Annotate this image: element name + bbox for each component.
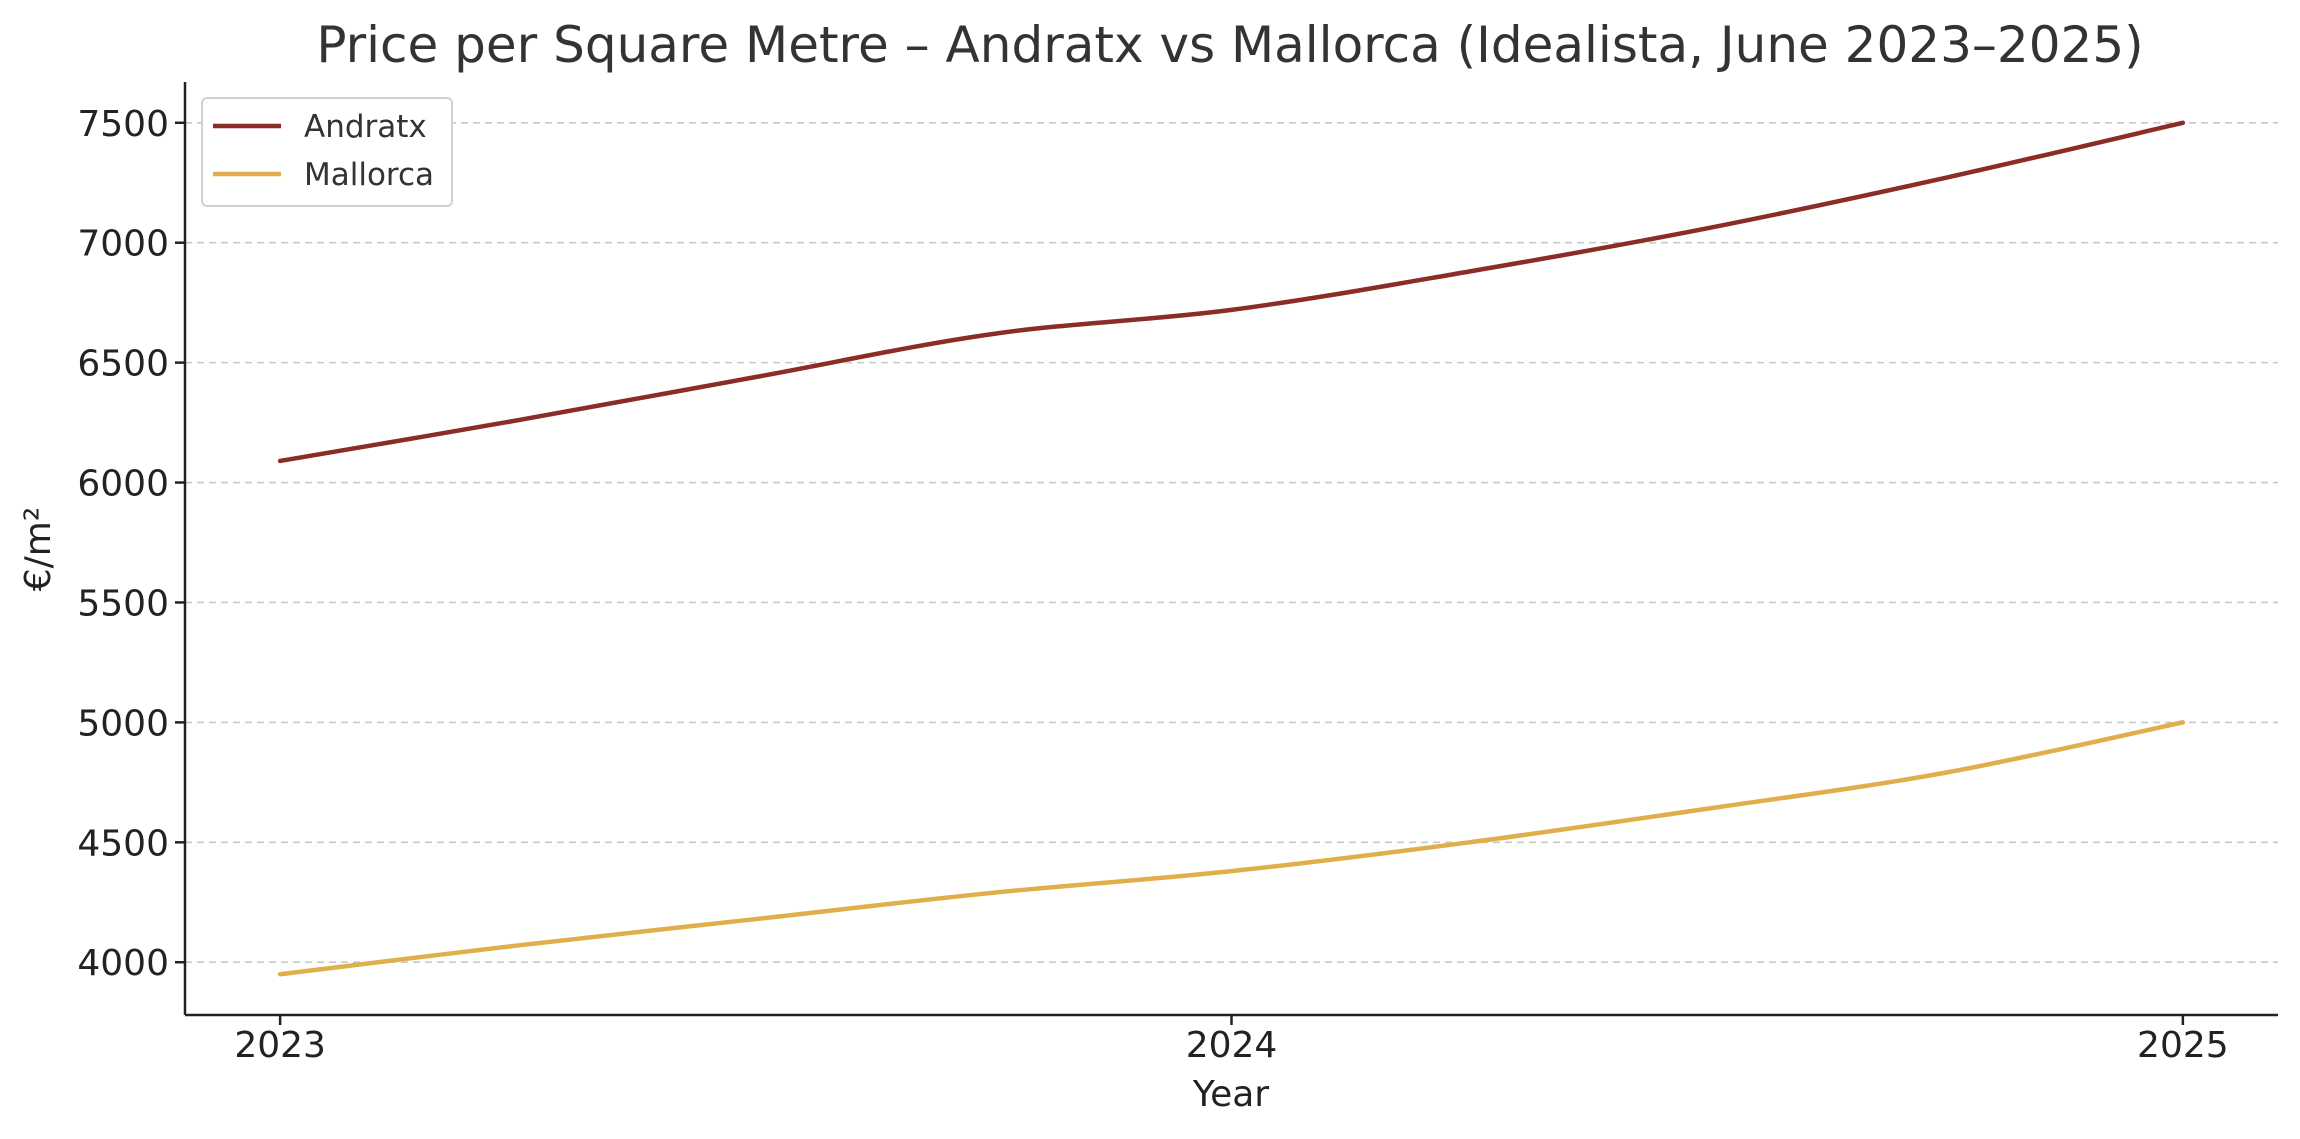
- y-tick-label-6000: 6000: [77, 464, 169, 505]
- x-tick-label-2024: 2024: [1186, 1025, 1278, 1066]
- y-tick-label-5000: 5000: [77, 703, 169, 744]
- y-axis-ticks: 4000 4500 5000 5500 6000 6500 7000 7500: [77, 104, 185, 984]
- series-line-mallorca: [277, 720, 2186, 977]
- chart-title: Price per Square Metre – Andratx vs Mall…: [316, 16, 2143, 74]
- x-axis-label: Year: [1192, 1074, 1269, 1115]
- series-line-andratx: [277, 120, 2186, 464]
- y-axis-label: €/m²: [18, 507, 59, 592]
- legend-label-andratx: Andratx: [304, 109, 427, 145]
- x-tick-label-2023: 2023: [234, 1025, 326, 1066]
- x-tick-label-2025: 2025: [2137, 1025, 2229, 1066]
- y-tick-label-4000: 4000: [77, 943, 169, 984]
- y-tick-label-5500: 5500: [77, 583, 169, 624]
- y-tick-label-7000: 7000: [77, 224, 169, 265]
- legend: Andratx Mallorca: [201, 97, 453, 207]
- y-tick-label-7500: 7500: [77, 104, 169, 145]
- grid-lines: [185, 121, 2278, 964]
- x-axis-ticks: 2023 2024 2025: [234, 1015, 2229, 1066]
- plot-series: [277, 120, 2186, 977]
- y-tick-label-6500: 6500: [77, 344, 169, 385]
- legend-label-mallorca: Mallorca: [304, 157, 434, 193]
- y-tick-label-4500: 4500: [77, 823, 169, 864]
